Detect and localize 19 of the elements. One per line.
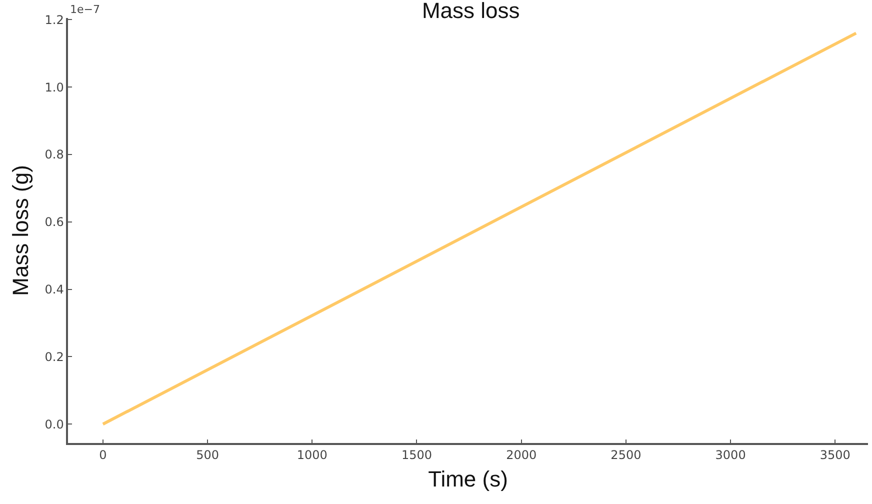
y-tick-label: 0.6 (44, 215, 64, 230)
chart-title: Mass loss (422, 0, 520, 23)
x-tick-label: 3500 (820, 448, 850, 462)
y-axis-title: Mass loss (g) (8, 165, 34, 296)
x-axis-title: Time (s) (428, 466, 508, 492)
y-tick-label: 0.4 (44, 282, 64, 297)
y-tick-label: 0.2 (44, 350, 64, 364)
y-tick-label: 1.2 (44, 12, 64, 27)
text: 1e−7 (70, 3, 100, 16)
x-tick-label: 2500 (610, 448, 642, 462)
y-tick-label: 1.0 (44, 80, 64, 94)
x-tick-label: 0 (99, 448, 107, 462)
x-tick-label: 1500 (401, 448, 432, 462)
x-tick-label: 2000 (506, 448, 537, 462)
y-tick-label: 0.0 (44, 417, 64, 432)
y-tick-label: 0.8 (44, 148, 64, 162)
x-tick-label: 3000 (715, 448, 746, 462)
x-tick-label: 500 (196, 448, 219, 462)
x-tick-label: 1000 (296, 448, 328, 462)
